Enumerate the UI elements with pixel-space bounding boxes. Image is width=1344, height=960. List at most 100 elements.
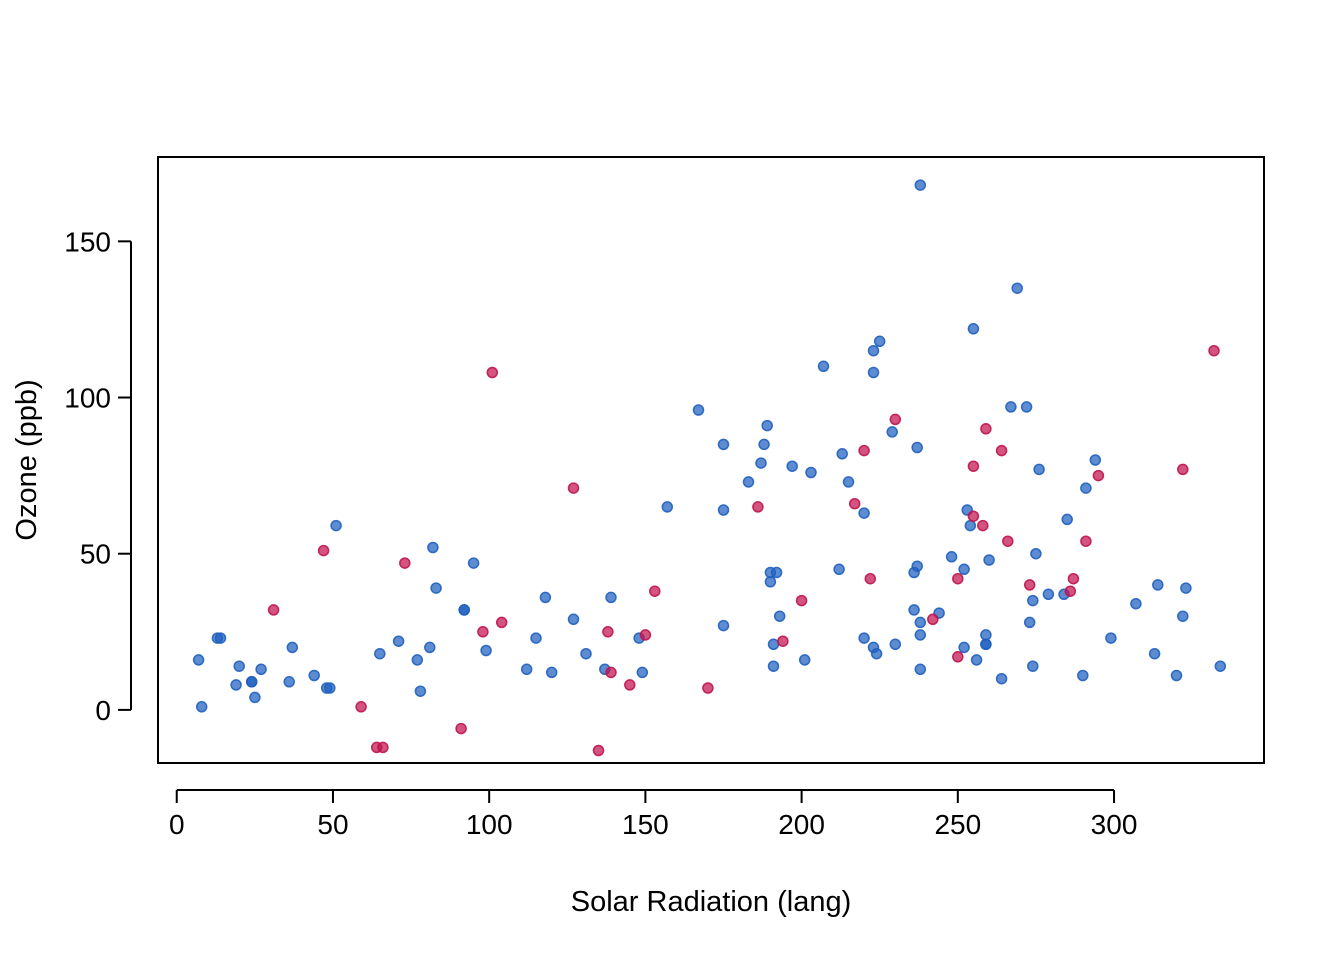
imputed-point	[967, 510, 980, 522]
observed-point	[764, 576, 777, 588]
observed-point	[755, 457, 767, 469]
observed-point	[1061, 513, 1073, 526]
imputed-point	[1064, 585, 1077, 597]
imputed-point	[399, 557, 411, 569]
y-tick-label: 100	[64, 383, 111, 414]
plot-area-frame	[157, 156, 1265, 764]
imputed-point	[477, 626, 489, 638]
observed-point	[1020, 401, 1033, 413]
observed-point	[286, 641, 299, 654]
observed-point	[995, 672, 1008, 685]
imputed-point	[1208, 344, 1220, 357]
observed-point	[374, 647, 386, 660]
observed-point	[980, 638, 992, 651]
imputed-point	[952, 572, 964, 585]
observed-point	[1042, 588, 1055, 601]
y-tick-label: 50	[80, 539, 111, 570]
observed-point	[914, 179, 927, 191]
observed-point	[742, 476, 755, 488]
imputed-point	[1067, 572, 1080, 585]
observed-point	[692, 404, 705, 416]
observed-point	[983, 554, 995, 566]
observed-point	[867, 344, 880, 357]
observed-point	[1130, 597, 1142, 610]
observed-point	[967, 323, 980, 335]
imputed-point	[317, 544, 330, 557]
imputed-point	[952, 651, 964, 663]
observed-point	[758, 438, 770, 451]
observed-point	[1023, 616, 1036, 629]
observed-point	[1214, 660, 1227, 672]
x-tick-label: 300	[1091, 809, 1138, 840]
observed-point	[249, 691, 261, 704]
observed-point	[430, 582, 442, 594]
observed-point	[1089, 454, 1102, 466]
observed-point	[255, 663, 267, 676]
observed-point	[717, 504, 730, 516]
observed-point	[873, 335, 886, 348]
observed-point	[817, 360, 830, 373]
x-axis: 0 50 100 150 200 250 300	[169, 789, 1138, 840]
imputed-point	[592, 744, 605, 757]
imputed-point	[995, 444, 1008, 457]
observed-point	[1033, 463, 1045, 476]
observed-point	[886, 426, 898, 438]
observed-point	[970, 654, 983, 666]
y-tick-label: 150	[64, 226, 111, 257]
observed-point	[717, 619, 730, 632]
observed-point	[805, 466, 817, 479]
observed-point	[958, 563, 970, 576]
imputed-point	[267, 604, 280, 616]
observed-point	[914, 663, 927, 676]
x-tick-label: 200	[778, 809, 825, 840]
observed-point	[330, 519, 342, 532]
series-imputed	[267, 344, 1220, 757]
observed-point	[1148, 647, 1161, 660]
imputed-point	[752, 501, 764, 513]
observed-point	[914, 629, 927, 641]
observed-point	[911, 560, 923, 572]
imputed-point	[702, 682, 714, 694]
imputed-point	[1002, 535, 1014, 547]
imputed-point	[1080, 535, 1092, 547]
observed-point	[480, 644, 492, 657]
observed-point	[786, 460, 798, 472]
imputed-point	[977, 519, 989, 532]
imputed-point	[649, 585, 661, 597]
observed-point	[427, 541, 439, 554]
series-observed	[192, 179, 1227, 713]
observed-point	[424, 641, 436, 654]
imputed-point	[624, 679, 636, 691]
data-points	[192, 179, 1227, 757]
observed-point	[411, 654, 424, 666]
observed-point	[1152, 579, 1164, 591]
imputed-point	[777, 635, 789, 647]
imputed-point	[605, 666, 617, 679]
observed-point	[945, 551, 958, 563]
observed-point	[414, 685, 427, 697]
observed-point	[324, 682, 336, 694]
observed-point	[458, 604, 470, 616]
x-tick-label: 250	[934, 809, 981, 840]
observed-point	[867, 366, 880, 379]
observed-point	[773, 610, 786, 622]
observed-point	[1030, 547, 1042, 560]
x-tick-label: 150	[622, 809, 669, 840]
observed-point	[1011, 282, 1023, 294]
observed-point	[1077, 669, 1089, 682]
observed-point	[911, 441, 923, 454]
y-axis-title: Ozone (ppb)	[11, 379, 43, 540]
observed-point	[1027, 594, 1039, 607]
imputed-point	[864, 572, 877, 585]
imputed-point	[495, 616, 508, 629]
observed-point	[767, 660, 780, 672]
observed-point	[283, 676, 295, 688]
observed-point	[230, 679, 242, 691]
observed-point	[889, 638, 902, 651]
imputed-point	[639, 629, 652, 641]
imputed-point	[486, 366, 499, 379]
observed-point	[833, 563, 845, 576]
imputed-point	[980, 423, 992, 435]
imputed-point	[455, 722, 467, 735]
imputed-point	[889, 413, 902, 426]
